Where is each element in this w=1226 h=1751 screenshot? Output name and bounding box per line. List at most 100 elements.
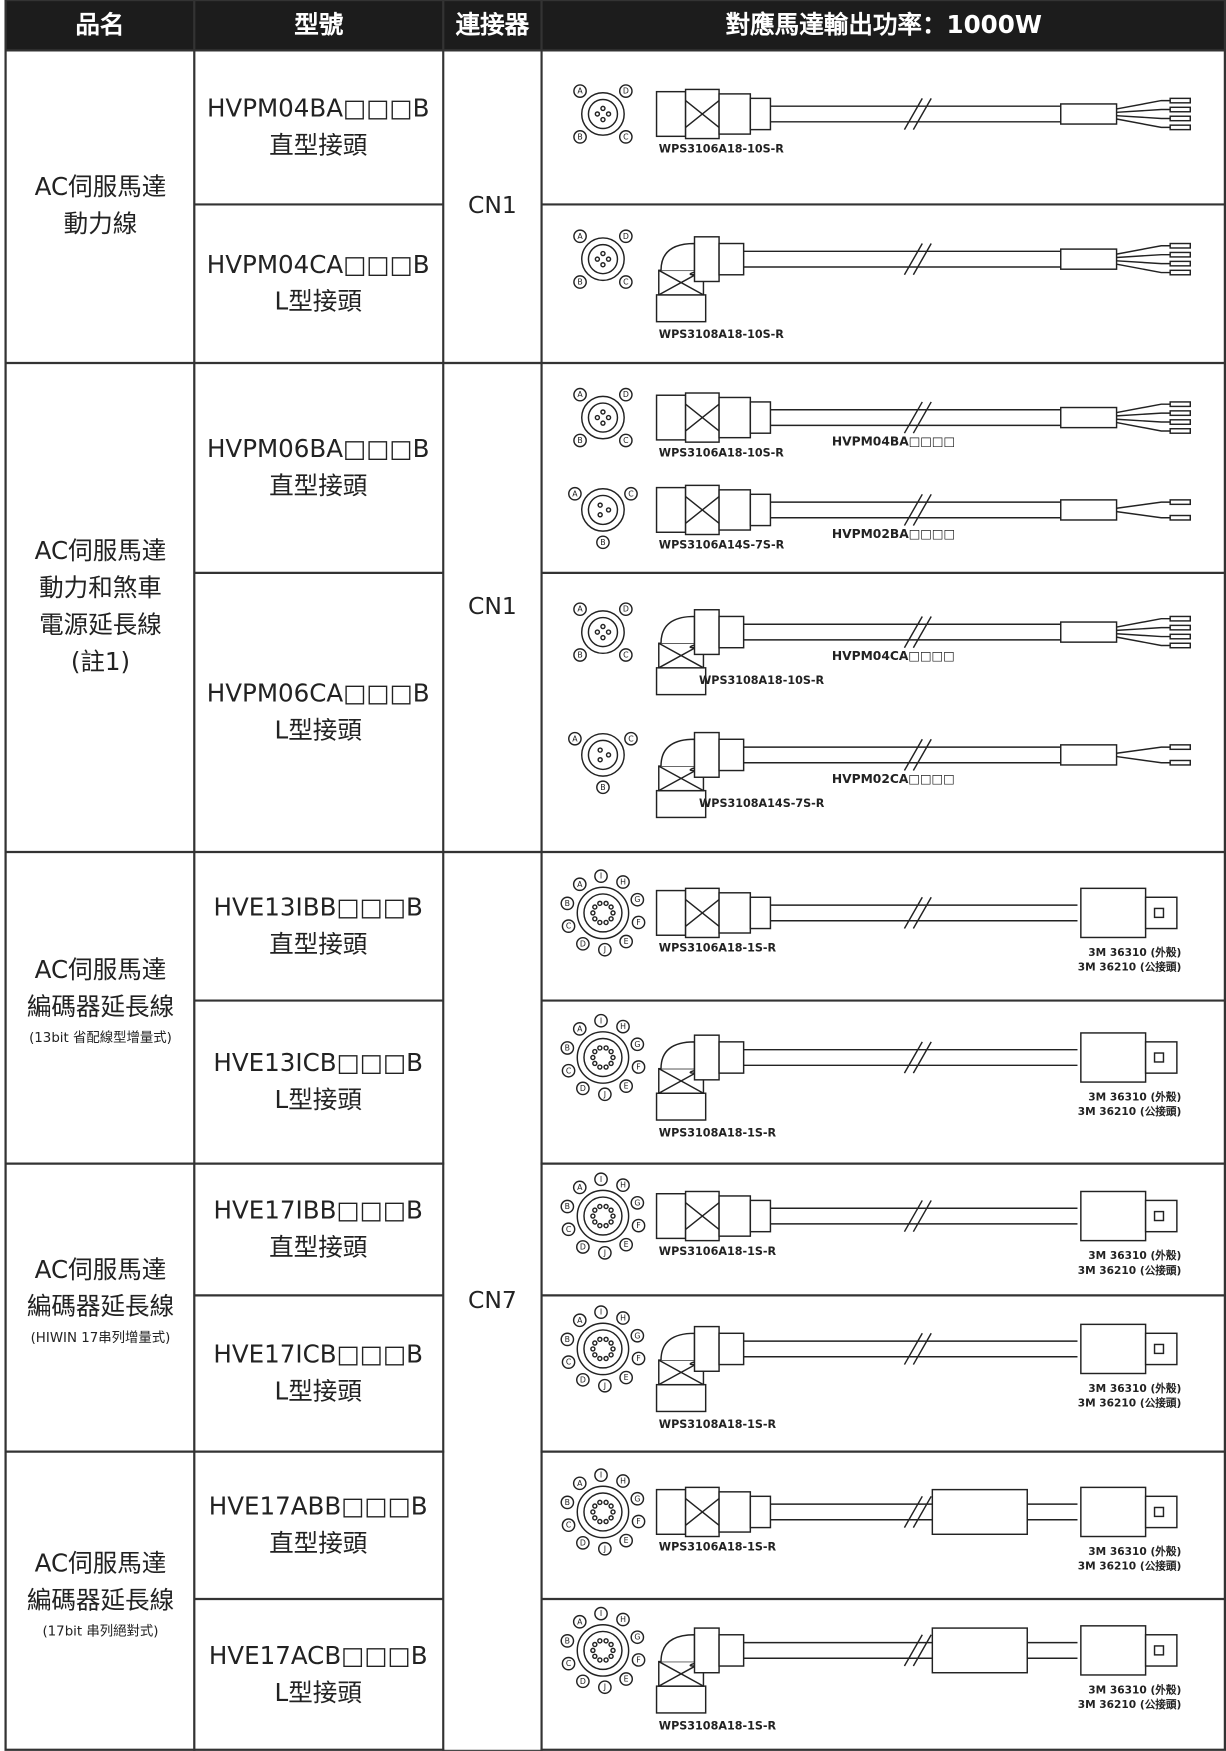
pin-hole [592,1641,598,1648]
pin-marker [598,942,612,957]
pin-letter: A [577,390,583,399]
pin-letter: C [566,1066,572,1075]
part-number: WPS3108A18-10S-R [699,674,825,687]
pin-marker [561,1355,576,1369]
pin-marker [616,1612,630,1627]
connector-clamp [693,1627,720,1674]
pin-marker [561,919,576,933]
wire-tip [1169,642,1191,649]
pin-hole [594,414,601,421]
pin-hole [605,752,612,758]
product-name: (註1) [71,647,130,676]
part-number: WPS3108A18-1S-R [659,1126,777,1139]
pin-hole [603,1045,609,1051]
part-number: WPS3106A18-1S-R [659,1245,777,1258]
connector-clamp [693,1034,720,1081]
pin-hole [590,1509,596,1515]
pin-letter: F [636,1655,641,1664]
pin-hole [597,1203,603,1210]
product-name: 編碼器延長線 [27,1585,174,1614]
connector-clamp [718,892,752,934]
pin-hole [610,1213,616,1219]
connector-clamp [718,1491,752,1533]
cable-diagram [560,1468,1178,1556]
pin-marker [561,1656,576,1671]
pin-hole [592,1219,598,1225]
cable-sheath [743,1340,1078,1358]
wire-tip [1169,514,1191,521]
plug-body [1080,1323,1147,1375]
pin-hole [603,1518,609,1525]
cable-model: HVPM02BA□□□□ [832,527,955,541]
cable-diagram [573,229,1191,323]
connector-tail [749,97,772,131]
pin-letter: D [580,1243,586,1252]
cable-sheath [770,904,1078,922]
plug-pin [1153,1210,1165,1222]
pin-marker [630,892,645,907]
wire-tip [1169,97,1191,104]
pin-letter: B [565,899,570,908]
connector-face-inner [587,494,619,526]
pin-marker [572,1476,587,1491]
pin-hole [592,1048,598,1055]
connector-type: 直型接頭 [269,130,367,159]
pin-hole [597,747,603,753]
pin-letter: F [636,1063,641,1072]
model-number: HVPM04BA□□□B [207,94,430,123]
pin-marker [560,1332,575,1347]
pin-marker [630,1195,645,1210]
pin-hole [603,1499,609,1506]
pin-hole [603,1336,609,1343]
header-bar [5,0,1226,51]
pin-marker [572,1180,587,1195]
pin-hole [610,1346,616,1352]
pin-letter: C [623,436,629,445]
cable-break [903,738,932,771]
model-number: HVPM04CA□□□B [207,250,430,279]
plug-label: 3M 36310 (外殼) [1088,1249,1181,1262]
pin-letter: G [634,1040,640,1049]
part-number: WPS3108A18-1S-R [659,1418,777,1431]
product-name: AC伺服馬達 [35,1548,167,1577]
pin-letter: H [620,1615,626,1624]
header-cell: 品名 [75,10,124,39]
pin-hole [597,1336,603,1343]
pin-hole [603,1203,609,1210]
wire-tip [1169,251,1191,258]
pin-marker [618,130,633,144]
plug-label: 3M 36310 (外殼) [1088,1684,1181,1697]
pin-hole [592,904,598,910]
connector-face-inner [587,739,619,771]
cable-break [903,896,932,929]
cable-sheath [743,250,1061,268]
pin-letter: A [577,232,583,241]
connector-type: 直型接頭 [269,1232,367,1261]
model-number: HVE17ICB□□□B [213,1340,423,1369]
connector-clamp [718,1195,752,1237]
pin-marker [573,602,587,617]
pin-hole [608,1340,614,1346]
connector-type: L型接頭 [275,1085,362,1114]
pin-letter: A [577,1316,583,1325]
pin-hole [592,1503,598,1509]
cable-break [903,1200,932,1233]
connector-knurl [655,1192,687,1240]
pin-marker [576,1372,590,1387]
pin-hole [603,919,609,926]
pin-marker [576,1535,590,1550]
pin-letter: C [566,1225,572,1234]
connector-tail [718,615,745,649]
cable-break [903,401,932,434]
pin-marker [631,1514,646,1529]
pin-marker [573,433,587,448]
pin-marker [630,1491,645,1506]
product-name: 動力和煞車 [39,573,162,602]
pin-marker [598,1087,612,1102]
pin-hole [600,261,606,268]
pin-marker [560,1041,575,1055]
pin-letter: J [603,1381,606,1390]
pin-letter: D [580,1375,586,1384]
connector-tail [749,896,772,930]
cable-sheath [770,409,1061,427]
